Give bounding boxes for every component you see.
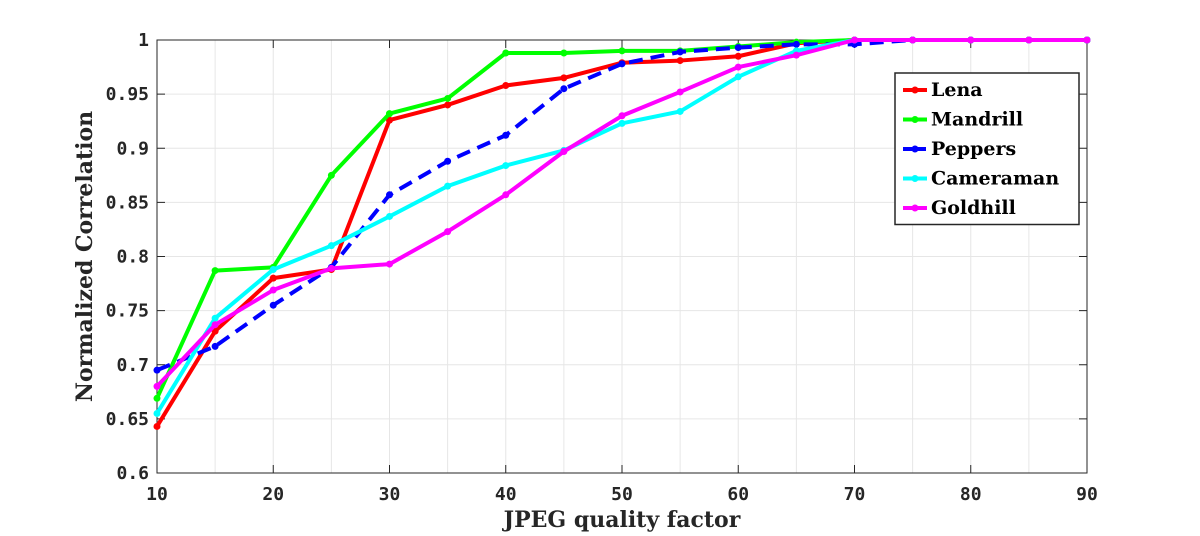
series-group <box>153 36 1091 430</box>
y-tick-label: 0.95 <box>106 84 149 105</box>
data-point-goldhill <box>792 51 800 59</box>
axes-ticks: 10 20 30 40 50 60 70 80 90 0.6 0.65 0.7 0.75 0.8 0.85 0… <box>106 30 1098 505</box>
data-point-mandrill <box>327 171 335 179</box>
y-tick-label: 0.85 <box>106 192 149 213</box>
x-tick-label: 70 <box>844 484 866 505</box>
data-point-goldhill <box>967 36 975 44</box>
y-tick-label: 0.75 <box>106 301 149 322</box>
data-point-goldhill <box>734 63 742 71</box>
data-point-peppers <box>444 157 452 165</box>
x-tick-label: 30 <box>379 484 401 505</box>
data-point-mandrill <box>211 267 219 275</box>
y-tick-label: 0.65 <box>106 409 149 430</box>
data-point-peppers <box>153 366 161 374</box>
data-point-goldhill <box>211 321 219 329</box>
data-point-cameraman <box>327 242 335 250</box>
x-tick-label: 60 <box>727 484 749 505</box>
series-goldhill <box>153 36 1091 390</box>
y-tick-label: 0.9 <box>116 138 149 159</box>
data-point-goldhill <box>1083 36 1091 44</box>
data-point-peppers <box>560 85 568 93</box>
legend-marker-peppers <box>911 145 919 153</box>
legend-marker-mandrill <box>911 116 919 123</box>
data-point-cameraman <box>153 409 161 417</box>
data-point-goldhill <box>618 112 626 120</box>
y-tick-label: 0.7 <box>116 355 149 376</box>
x-axis-label: JPEG quality factor <box>502 507 741 533</box>
data-point-mandrill <box>444 94 452 102</box>
data-point-peppers <box>618 60 626 68</box>
legend-label-cameraman: Cameraman <box>931 168 1059 190</box>
y-tick-label: 0.6 <box>116 463 149 484</box>
legend-marker-goldhill <box>911 204 919 212</box>
data-point-goldhill <box>909 36 917 44</box>
legend-item-peppers: Peppers <box>903 138 1016 160</box>
y-tick-label: 0.8 <box>116 247 149 268</box>
data-point-goldhill <box>444 228 452 236</box>
data-point-goldhill <box>560 147 568 155</box>
data-point-peppers <box>676 48 684 56</box>
data-point-mandrill <box>502 49 510 57</box>
legend-marker-cameraman <box>911 175 919 182</box>
legend-item-lena: Lena <box>903 79 983 101</box>
data-point-lena <box>734 52 742 60</box>
data-point-peppers <box>386 191 393 199</box>
data-point-goldhill <box>851 36 858 44</box>
x-tick-label: 20 <box>262 484 284 505</box>
data-point-lena <box>444 101 452 109</box>
legend-marker-lena <box>911 86 919 94</box>
data-point-goldhill <box>153 382 161 390</box>
data-point-mandrill <box>618 47 626 55</box>
legend-label-lena: Lena <box>931 79 983 101</box>
data-point-mandrill <box>153 394 161 402</box>
data-point-peppers <box>792 40 800 48</box>
data-point-cameraman <box>502 162 510 170</box>
x-tick-label: 90 <box>1076 484 1098 505</box>
legend-item-goldhill: Goldhill <box>903 197 1016 219</box>
data-point-lena <box>153 422 161 430</box>
y-tick-label: 1 <box>138 30 149 51</box>
data-point-cameraman <box>734 73 742 81</box>
data-point-cameraman <box>618 119 626 127</box>
data-point-mandrill <box>560 49 568 57</box>
data-point-goldhill <box>269 286 277 294</box>
data-point-goldhill <box>327 264 335 272</box>
data-point-peppers <box>211 342 219 350</box>
data-point-goldhill <box>502 191 510 199</box>
x-tick-label: 40 <box>495 484 517 505</box>
data-point-cameraman <box>676 107 684 115</box>
data-point-goldhill <box>386 260 393 268</box>
legend-item-mandrill: Mandrill <box>903 109 1023 131</box>
data-point-peppers <box>734 44 742 52</box>
data-point-lena <box>269 274 277 282</box>
data-point-cameraman <box>269 265 277 273</box>
x-tick-label: 10 <box>146 484 168 505</box>
legend-label-goldhill: Goldhill <box>931 197 1016 219</box>
y-axis-label: Normalized Correlation <box>72 111 98 402</box>
data-point-mandrill <box>386 110 393 118</box>
data-point-peppers <box>269 301 277 309</box>
data-point-cameraman <box>211 314 219 322</box>
data-point-lena <box>676 57 684 65</box>
legend: Lena Mandrill Peppers Cameraman Goldhill <box>894 72 1080 226</box>
data-point-peppers <box>502 131 510 139</box>
data-point-lena <box>502 81 510 89</box>
legend-item-cameraman: Cameraman <box>903 168 1059 190</box>
x-tick-label: 80 <box>960 484 982 505</box>
data-point-cameraman <box>386 212 393 220</box>
x-tick-label: 50 <box>611 484 633 505</box>
data-point-cameraman <box>444 182 452 190</box>
series-line-peppers <box>156 38 1087 373</box>
data-point-goldhill <box>1025 36 1033 44</box>
legend-label-peppers: Peppers <box>931 138 1016 160</box>
data-point-goldhill <box>676 88 684 96</box>
legend-label-mandrill: Mandrill <box>931 109 1023 131</box>
data-point-lena <box>560 74 568 82</box>
